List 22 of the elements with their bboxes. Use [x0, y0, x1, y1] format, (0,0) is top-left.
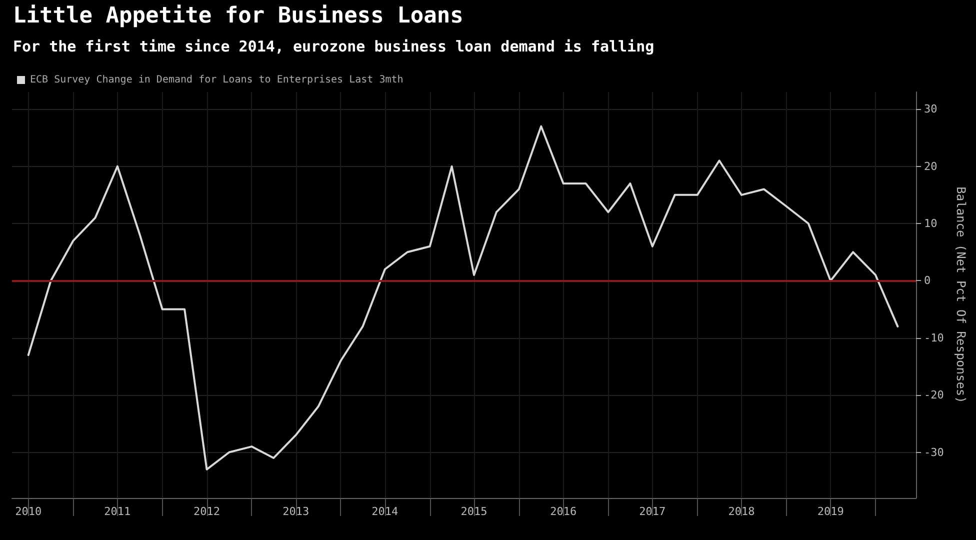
x-tick-label: 2015: [460, 505, 488, 518]
y-tick-label: -10: [924, 331, 944, 344]
chart-subtitle: For the first time since 2014, eurozone business loan demand is falling: [13, 38, 654, 56]
x-tick-label: 2012: [194, 505, 220, 518]
y-axis-title: Balance (Net Pct Of Responses): [954, 186, 968, 404]
x-tick-label: 2014: [372, 505, 399, 518]
legend-label: ECB Survey Change in Demand for Loans to Enterprises Last 3mth: [30, 74, 404, 86]
x-tick-label: 2018: [728, 505, 755, 518]
x-tick-label: 2010: [15, 505, 42, 518]
y-tick-label: 0: [924, 274, 931, 288]
line-series: [27, 125, 899, 470]
x-tick-label: 2013: [282, 505, 310, 518]
y-tick-label: 30: [924, 102, 938, 116]
y-tick-label: 20: [924, 160, 938, 173]
x-tick-label: 2017: [639, 505, 666, 518]
y-tick-label: -20: [924, 388, 944, 402]
chart-title: Little Appetite for Business Loans: [13, 4, 464, 28]
y-tick-label: 10: [924, 217, 938, 230]
x-tick-label: 2011: [104, 505, 131, 518]
x-tick-label: 2016: [550, 505, 577, 518]
y-tick-label: -30: [924, 446, 944, 459]
x-tick-label: 2019: [817, 505, 844, 518]
